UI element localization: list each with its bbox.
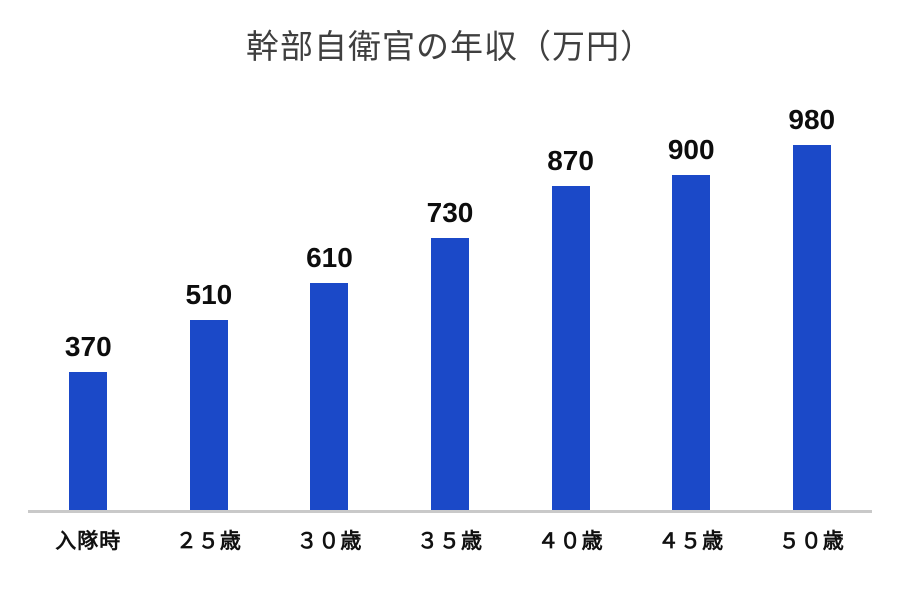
- bar-value-label: 510: [185, 279, 233, 310]
- category-label: ３５歳: [417, 530, 484, 553]
- bar-group: 900: [631, 134, 752, 510]
- bar-group: 730: [390, 197, 511, 510]
- category-label: 入隊時: [55, 530, 122, 553]
- plot-area: 370 510 610 730 870 900 980: [28, 80, 872, 510]
- bar: [69, 372, 108, 510]
- bar: [672, 175, 711, 510]
- bar: [189, 320, 228, 510]
- bar: [431, 238, 470, 510]
- chart-title: 幹部自衛官の年収（万円）: [246, 28, 654, 65]
- bar-group: 870: [510, 145, 631, 510]
- bar-value-label: 980: [788, 104, 836, 135]
- x-axis-line: [28, 510, 872, 513]
- category-label: ３０歳: [296, 530, 363, 553]
- x-axis-category-labels: 入隊時 ２５歳 ３０歳 ３５歳 ４０歳 ４５歳 ５０歳: [28, 525, 872, 555]
- category-label: ２５歳: [175, 530, 242, 553]
- category-label: ５０歳: [778, 530, 845, 553]
- category-label: ４５歳: [658, 530, 725, 553]
- bar-group: 510: [149, 279, 270, 510]
- category-label: ４０歳: [537, 530, 604, 553]
- bar-value-label: 730: [426, 197, 474, 228]
- bar: [792, 145, 831, 510]
- bar-group: 370: [28, 331, 149, 510]
- bar-value-label: 870: [547, 145, 594, 176]
- bar: [310, 283, 349, 510]
- bar-value-label: 610: [306, 242, 353, 273]
- bar-value-label: 900: [667, 134, 715, 165]
- bar-value-label: 370: [64, 331, 112, 362]
- bar-group: 610: [269, 242, 390, 510]
- bar: [551, 186, 590, 510]
- bar-group: 980: [751, 104, 872, 510]
